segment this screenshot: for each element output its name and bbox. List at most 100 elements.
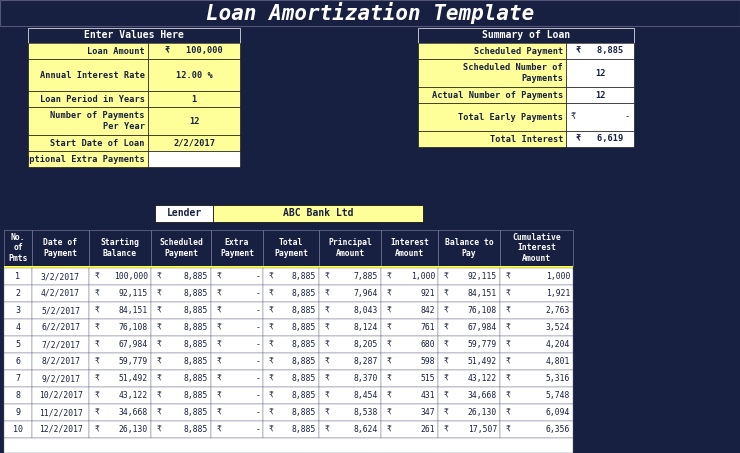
Bar [32, 387, 89, 404]
Text: ₹: ₹ [157, 425, 162, 434]
Text: ₹: ₹ [217, 340, 222, 349]
Text: ₹: ₹ [95, 408, 100, 417]
Bar [263, 353, 319, 370]
Text: 1,000: 1,000 [545, 272, 570, 281]
Bar [418, 131, 566, 147]
Text: ₹: ₹ [157, 408, 162, 417]
Text: 8,885: 8,885 [292, 340, 316, 349]
Text: 598: 598 [420, 357, 435, 366]
Text: 6,356: 6,356 [545, 425, 570, 434]
Bar [438, 353, 500, 370]
Text: 17,507: 17,507 [468, 425, 497, 434]
Text: -: - [255, 340, 260, 349]
Bar [4, 268, 32, 285]
Text: ₹: ₹ [157, 357, 162, 366]
Text: ₹: ₹ [444, 425, 449, 434]
Bar [89, 230, 151, 266]
Text: 5,316: 5,316 [545, 374, 570, 383]
Bar [438, 421, 500, 438]
Bar [4, 353, 32, 370]
Text: 7: 7 [16, 374, 21, 383]
Bar [438, 404, 500, 421]
Bar [28, 135, 148, 151]
Bar [89, 319, 151, 336]
Text: -: - [255, 425, 260, 434]
Bar [381, 421, 438, 438]
Bar [32, 268, 89, 285]
Bar [151, 387, 211, 404]
Text: 12: 12 [595, 68, 605, 77]
Bar [89, 285, 151, 302]
Bar [319, 302, 381, 319]
Text: 8,124: 8,124 [354, 323, 378, 332]
Bar [148, 59, 240, 91]
Text: 92,115: 92,115 [468, 272, 497, 281]
Text: ₹: ₹ [95, 374, 100, 383]
Text: Date of
Payment: Date of Payment [44, 238, 78, 258]
Bar [211, 353, 263, 370]
Bar [319, 387, 381, 404]
Text: 12.00 %: 12.00 % [175, 71, 212, 79]
Text: 26,130: 26,130 [468, 408, 497, 417]
Bar [381, 319, 438, 336]
Bar [32, 285, 89, 302]
Text: ₹: ₹ [269, 374, 274, 383]
Text: ₹: ₹ [506, 391, 511, 400]
Bar [319, 370, 381, 387]
Text: 3: 3 [16, 306, 21, 315]
Text: 1,000: 1,000 [411, 272, 435, 281]
Text: 8,885: 8,885 [184, 340, 208, 349]
Text: ₹: ₹ [387, 272, 392, 281]
Text: 8,885: 8,885 [184, 425, 208, 434]
Bar [438, 285, 500, 302]
Bar [4, 421, 32, 438]
Bar [500, 336, 573, 353]
Text: 8,885: 8,885 [292, 425, 316, 434]
Text: 12: 12 [189, 116, 199, 125]
Text: 1: 1 [16, 272, 21, 281]
Text: ₹: ₹ [217, 272, 222, 281]
Text: 8,205: 8,205 [354, 340, 378, 349]
Text: ₹: ₹ [325, 425, 330, 434]
Text: 8,885: 8,885 [292, 374, 316, 383]
Bar [148, 135, 240, 151]
Text: 9/2/2017: 9/2/2017 [41, 374, 80, 383]
Text: 921: 921 [420, 289, 435, 298]
Text: 261: 261 [420, 425, 435, 434]
Bar [148, 91, 240, 107]
Text: 3,524: 3,524 [545, 323, 570, 332]
Bar [89, 353, 151, 370]
Text: 76,108: 76,108 [118, 323, 148, 332]
Bar [4, 302, 32, 319]
Bar [438, 302, 500, 319]
Text: 431: 431 [420, 391, 435, 400]
Text: ₹: ₹ [571, 112, 576, 121]
Text: ₹: ₹ [387, 306, 392, 315]
Bar [418, 103, 566, 131]
Bar [4, 336, 32, 353]
Text: ₹: ₹ [157, 391, 162, 400]
Bar [32, 319, 89, 336]
Text: ₹: ₹ [325, 306, 330, 315]
Bar [151, 319, 211, 336]
Bar [28, 91, 148, 107]
Bar [500, 302, 573, 319]
Bar [418, 43, 566, 59]
Text: ₹: ₹ [217, 391, 222, 400]
Text: 100,000: 100,000 [114, 272, 148, 281]
Bar [4, 230, 32, 266]
Bar [438, 268, 500, 285]
Text: 34,668: 34,668 [118, 408, 148, 417]
Text: ₹: ₹ [217, 357, 222, 366]
Bar [148, 43, 240, 59]
Bar [381, 230, 438, 266]
Bar [500, 319, 573, 336]
Bar [28, 107, 148, 135]
Text: 7,964: 7,964 [354, 289, 378, 298]
Text: 67,984: 67,984 [468, 323, 497, 332]
Text: Loan Period in Years: Loan Period in Years [40, 95, 145, 103]
Text: 34,668: 34,668 [468, 391, 497, 400]
Bar [28, 28, 240, 43]
Text: Actual Number of Payments: Actual Number of Payments [431, 91, 563, 100]
Text: ₹: ₹ [444, 391, 449, 400]
